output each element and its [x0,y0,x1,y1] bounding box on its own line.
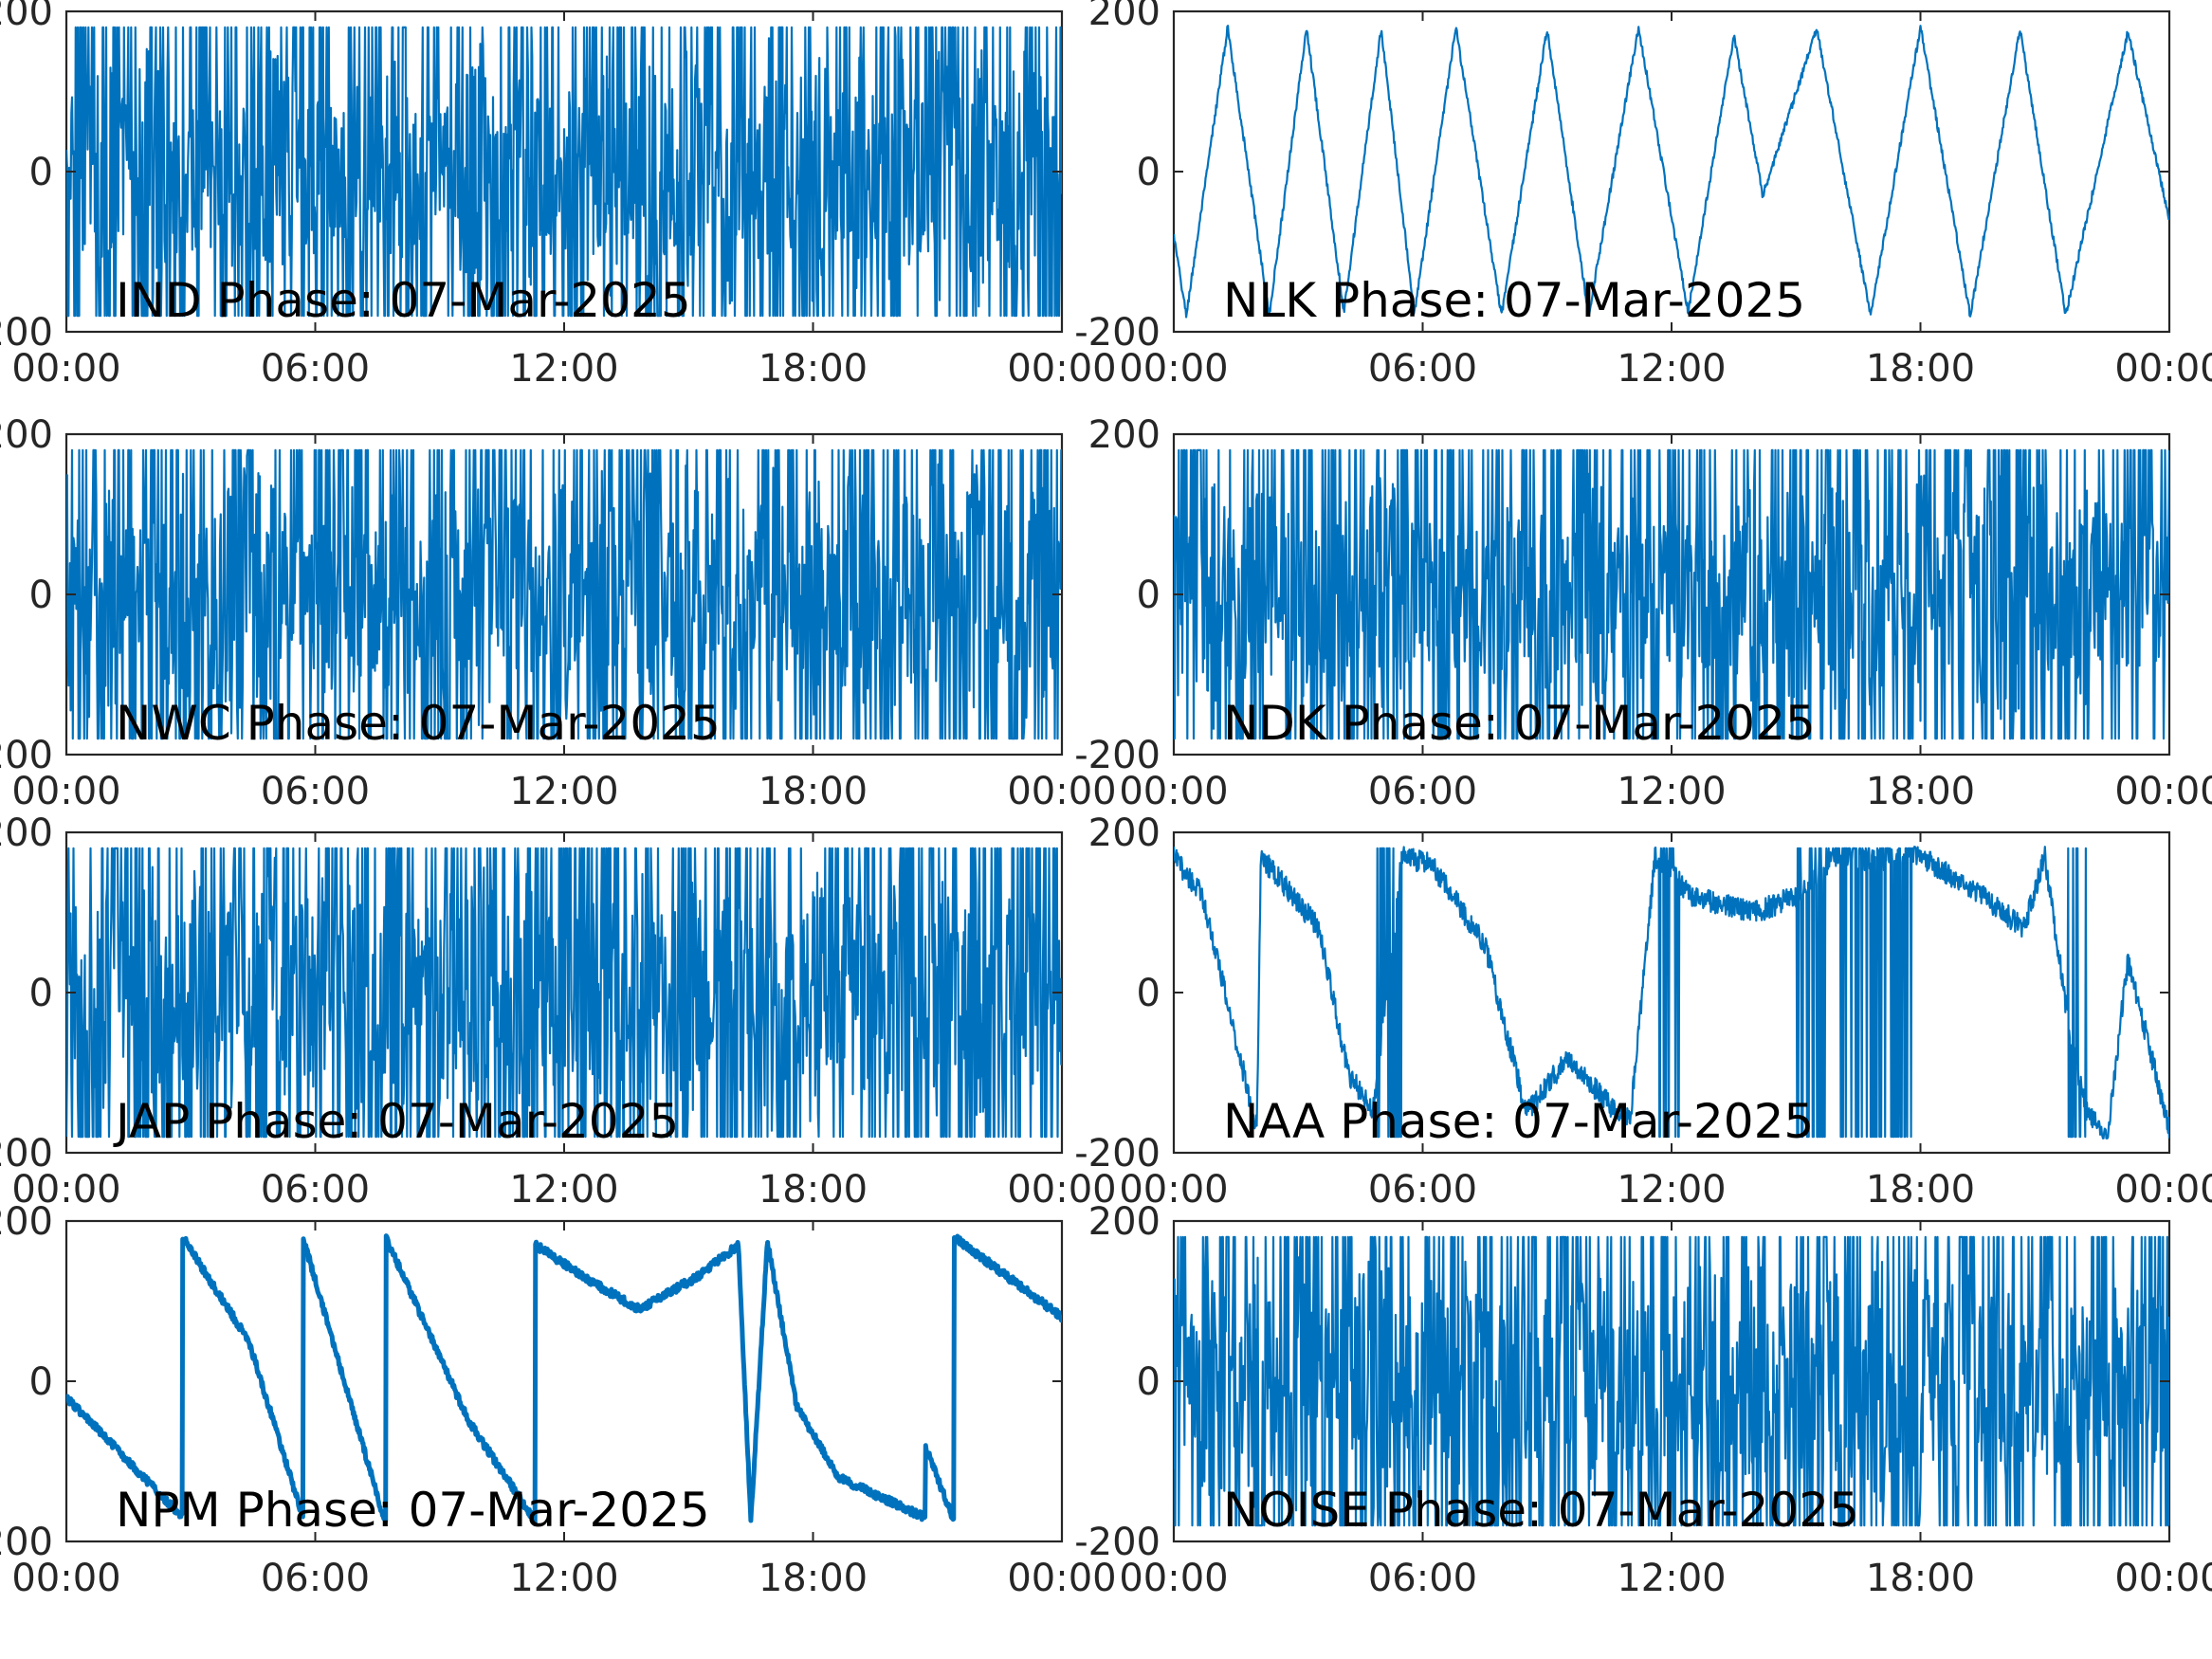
series-line [1174,448,2169,740]
axes-frame [1172,830,2171,1155]
y-tick-label: -200 [0,734,53,777]
y-tick-label: -200 [0,1132,53,1176]
x-tick-label: 12:00 [509,1168,618,1212]
x-tick-label: 06:00 [1368,770,1477,813]
x-tick-label: 12:00 [1617,1168,1726,1212]
x-tick-label: 00:00 [1007,1168,1116,1212]
x-tick-label: 00:00 [11,1168,120,1212]
x-tick-label: 06:00 [261,347,370,391]
x-tick-label: 00:00 [1007,770,1116,813]
y-tick-label: 0 [29,574,53,617]
y-tick-label: 200 [0,1200,53,1244]
panel-title: NAA Phase: 07-Mar-2025 [1223,1094,1814,1149]
x-tick-label: 00:00 [1119,770,1228,813]
x-tick-label: 12:00 [509,770,618,813]
x-tick-label: 18:00 [1866,770,1975,813]
panel-title: NPM Phase: 07-Mar-2025 [116,1483,710,1538]
x-tick-label: 12:00 [509,347,618,391]
y-tick-label: -200 [1074,1132,1161,1176]
x-tick-label: 18:00 [1866,347,1975,391]
x-tick-label: 06:00 [1368,1168,1477,1212]
x-tick-label: 12:00 [509,1557,618,1600]
y-tick-label: 200 [1088,811,1161,855]
x-tick-label: 00:00 [1119,347,1228,391]
x-tick-label: 06:00 [261,1557,370,1600]
x-tick-label: 00:00 [2114,347,2212,391]
x-tick-label: 18:00 [759,347,868,391]
y-tick-label: 200 [0,811,53,855]
y-tick-label: -200 [0,311,53,355]
panel-title: NDK Phase: 07-Mar-2025 [1223,696,1816,751]
series-line [66,26,1062,318]
series-line [66,847,1062,1139]
y-tick-label: 0 [29,1360,53,1404]
x-tick-label: 00:00 [1119,1168,1228,1212]
y-tick-label: 200 [1088,413,1161,457]
x-tick-label: 18:00 [759,770,868,813]
panel-title: NLK Phase: 07-Mar-2025 [1223,273,1805,328]
x-tick-label: 06:00 [261,770,370,813]
x-tick-label: 00:00 [1007,347,1116,391]
y-tick-label: 0 [29,972,53,1015]
x-tick-label: 00:00 [2114,770,2212,813]
x-tick-label: 12:00 [1617,347,1726,391]
panel-title: JAP Phase: 07-Mar-2025 [113,1094,679,1149]
y-tick-label: 200 [1088,0,1161,34]
x-tick-label: 00:00 [2114,1557,2212,1600]
x-tick-label: 00:00 [1007,1557,1116,1600]
series-line [1174,25,2169,319]
series-line [66,1233,1062,1527]
y-tick-label: 0 [29,151,53,194]
y-tick-label: 0 [1137,151,1161,194]
panel-title: NWC Phase: 07-Mar-2025 [116,696,721,751]
x-tick-label: 18:00 [1866,1168,1975,1212]
y-tick-label: -200 [0,1521,53,1564]
x-tick-label: 00:00 [2114,1168,2212,1212]
y-tick-label: -200 [1074,1521,1161,1564]
y-tick-label: 0 [1137,972,1161,1015]
panel-title: IND Phase: 07-Mar-2025 [116,273,691,328]
x-tick-label: 00:00 [11,770,120,813]
x-tick-label: 06:00 [1368,1557,1477,1600]
panel-title: NOISE Phase: 07-Mar-2025 [1223,1483,1859,1538]
x-tick-label: 00:00 [11,347,120,391]
x-tick-label: 00:00 [11,1557,120,1600]
x-tick-label: 06:00 [261,1168,370,1212]
x-tick-label: 00:00 [1119,1557,1228,1600]
y-tick-label: 200 [0,0,53,34]
x-tick-label: 12:00 [1617,1557,1726,1600]
x-tick-label: 18:00 [759,1557,868,1600]
y-tick-label: 200 [1088,1200,1161,1244]
y-tick-label: 200 [0,413,53,457]
y-tick-label: -200 [1074,734,1161,777]
x-tick-label: 18:00 [759,1168,868,1212]
y-tick-label: 0 [1137,1360,1161,1404]
series-line [1174,846,2169,1139]
series-line [1174,1235,2169,1527]
x-tick-label: 18:00 [1866,1557,1975,1600]
y-tick-label: -200 [1074,311,1161,355]
y-tick-label: 0 [1137,574,1161,617]
axes-frame [64,1219,1064,1543]
series-line [66,448,1062,740]
x-tick-label: 12:00 [1617,770,1726,813]
x-tick-label: 06:00 [1368,347,1477,391]
